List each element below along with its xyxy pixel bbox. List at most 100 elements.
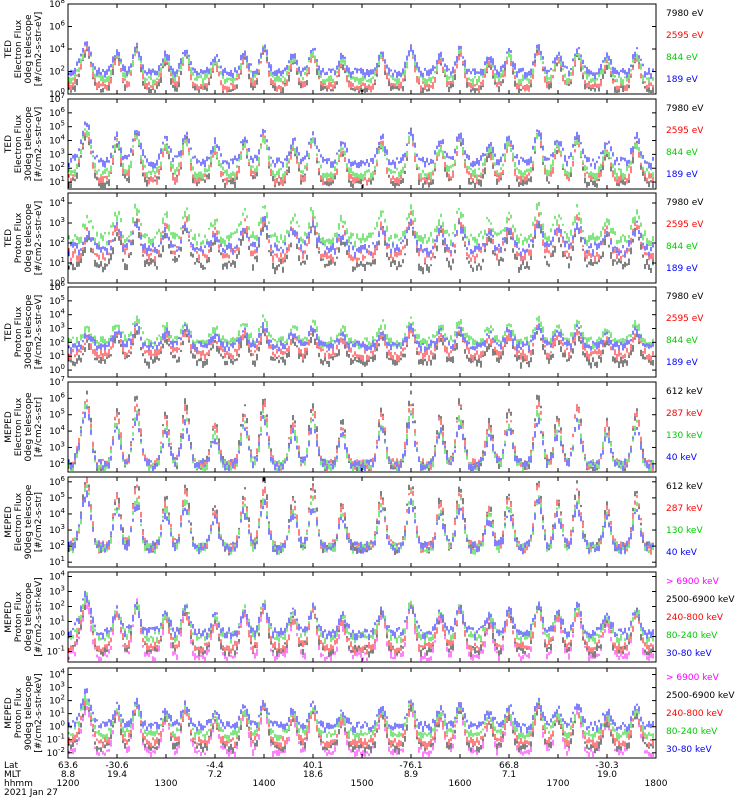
legend-entry: 7980 eV xyxy=(666,198,704,208)
series-7980-ev xyxy=(68,218,654,275)
y-axis-label-line: [#/cm2-s-str-keV] xyxy=(34,673,44,752)
x-row-label: MLT xyxy=(4,770,22,780)
x-lat-label: 40.1 xyxy=(303,761,323,771)
y-axis-label-line: Electron Flux xyxy=(14,19,24,78)
x-mlt-label: 19.0 xyxy=(597,770,617,780)
y-axis-label-line: 0deg telescope xyxy=(24,582,34,652)
x-date-label: 2021 Jan 27 xyxy=(4,788,58,798)
legend-entry: 2595 eV xyxy=(666,314,704,324)
x-lat-label: -4.4 xyxy=(206,761,224,771)
series-trace xyxy=(68,490,654,555)
y-axis-label-line: 0deg telescope xyxy=(24,392,34,462)
y-axis-label-line: [#/cm2-s-str-eV] xyxy=(34,295,44,370)
x-lat-label: -76.1 xyxy=(399,761,422,771)
y-tick-label: 106 xyxy=(49,20,65,33)
y-tick-label: 103 xyxy=(49,216,65,229)
y-tick-label: 102 xyxy=(49,600,65,613)
y-tick-label: 10-1 xyxy=(47,733,65,746)
legend-entry: 2595 eV xyxy=(666,126,704,136)
y-tick-label: 103 xyxy=(49,322,65,335)
y-tick-label: 102 xyxy=(49,539,65,552)
series-trace xyxy=(68,218,654,275)
legend-entry: 189 eV xyxy=(666,358,699,368)
series-trace xyxy=(68,121,654,170)
y-tick-label: 104 xyxy=(49,42,65,55)
y-axis-label-line: MEPED xyxy=(4,601,14,633)
y-tick-label: 104 xyxy=(49,507,65,520)
y-tick-label: 101 xyxy=(49,349,65,362)
legend-entry: 2500-6900 keV xyxy=(666,595,735,605)
y-tick-label: 101 xyxy=(49,175,65,188)
y-tick-label: 103 xyxy=(49,523,65,536)
y-tick-label: 104 xyxy=(49,668,65,681)
x-row-label: hhmm xyxy=(4,779,33,789)
y-tick-label: 105 xyxy=(49,491,65,504)
y-tick-label: 104 xyxy=(49,134,65,147)
legend-entry: 2595 eV xyxy=(666,220,704,230)
series-trace xyxy=(68,590,654,641)
x-hhmm-label: 1400 xyxy=(253,779,276,789)
series-trace xyxy=(68,216,654,258)
legend-entry: 612 keV xyxy=(666,482,703,492)
y-axis-label-line: TED xyxy=(4,323,14,342)
y-axis-label-line: Proton Flux xyxy=(14,687,24,738)
y-axis-label-line: MEPED xyxy=(4,411,14,443)
y-axis-label-line: [#/cm2-s-str-eV] xyxy=(34,107,44,182)
legend-entry: 40 keV xyxy=(666,548,698,558)
series-trace xyxy=(68,688,654,734)
y-tick-label: 100 xyxy=(49,720,65,733)
y-tick-label: 105 xyxy=(49,120,65,133)
x-lat-label: 66.8 xyxy=(499,761,519,771)
x-row-label: Lat xyxy=(4,761,19,771)
x-axis-group: 63.68.8 -30.619.4 -4.47.2 40.118.6 -76.18.9 6… xyxy=(4,4,668,798)
panel-1: 100 102 104 106 108 TED Electron Flux 0deg tele… xyxy=(4,0,704,100)
y-tick-label: 104 xyxy=(49,308,65,321)
legend-entry: 189 eV xyxy=(666,170,699,180)
x-mlt-label: 18.6 xyxy=(303,770,323,780)
y-tick-label: 106 xyxy=(49,475,65,488)
y-axis-label-line: [#/cm2-s-str] xyxy=(34,492,44,552)
legend-entry: 130 keV xyxy=(666,431,703,441)
y-axis-label-line: Proton Flux xyxy=(14,306,24,357)
series-trace xyxy=(68,41,654,80)
legend-entry: 612 keV xyxy=(666,387,703,397)
y-axis-label-line: 0deg telescope xyxy=(24,203,34,273)
series-189-ev xyxy=(68,121,654,170)
x-hhmm-label: 1600 xyxy=(449,779,472,789)
x-mlt-label: 7.1 xyxy=(502,770,516,780)
legend-entry: 40 keV xyxy=(666,453,698,463)
x-hhmm-label: 1500 xyxy=(351,779,374,789)
legend-entry: 287 keV xyxy=(666,504,703,514)
y-axis-label-line: TED xyxy=(4,229,14,248)
y-tick-label: 104 xyxy=(49,196,65,209)
legend-entry: 844 eV xyxy=(666,242,699,252)
y-axis-label-line: [#/cm2-s-str-keV] xyxy=(34,577,44,656)
y-axis-label-line: TED xyxy=(4,135,14,154)
y-axis-label-line: TED xyxy=(4,40,14,59)
y-axis-label-line: 30deg telescope xyxy=(24,294,34,369)
y-tick-label: 103 xyxy=(49,585,65,598)
y-tick-label: 107 xyxy=(49,92,65,105)
y-axis-label-line: Electron Flux xyxy=(14,114,24,173)
y-axis-label-line: 90deg telescope xyxy=(24,675,34,750)
legend-entry: 80-240 keV xyxy=(666,727,718,737)
y-tick-label: 10-2 xyxy=(47,746,65,759)
y-tick-label: 106 xyxy=(49,391,65,404)
legend-entry: 240-800 keV xyxy=(666,613,724,623)
y-axis-label-line: [#/cm2-s-str] xyxy=(34,397,44,457)
legend-entry: 844 eV xyxy=(666,148,699,158)
y-axis-label-line: 90deg telescope xyxy=(24,484,34,559)
x-mlt-label: 19.4 xyxy=(107,770,127,780)
y-tick-label: 102 xyxy=(49,161,65,174)
series-189-ev xyxy=(68,216,654,258)
y-tick-label: 103 xyxy=(49,681,65,694)
legend-entry: 2500-6900 keV xyxy=(666,691,735,701)
legend-entry: 130 keV xyxy=(666,526,703,536)
x-lat-label: 63.6 xyxy=(58,761,78,771)
x-hhmm-label: 1300 xyxy=(155,779,178,789)
x-hhmm-label: 1700 xyxy=(547,779,570,789)
legend-entry: 189 eV xyxy=(666,264,699,274)
